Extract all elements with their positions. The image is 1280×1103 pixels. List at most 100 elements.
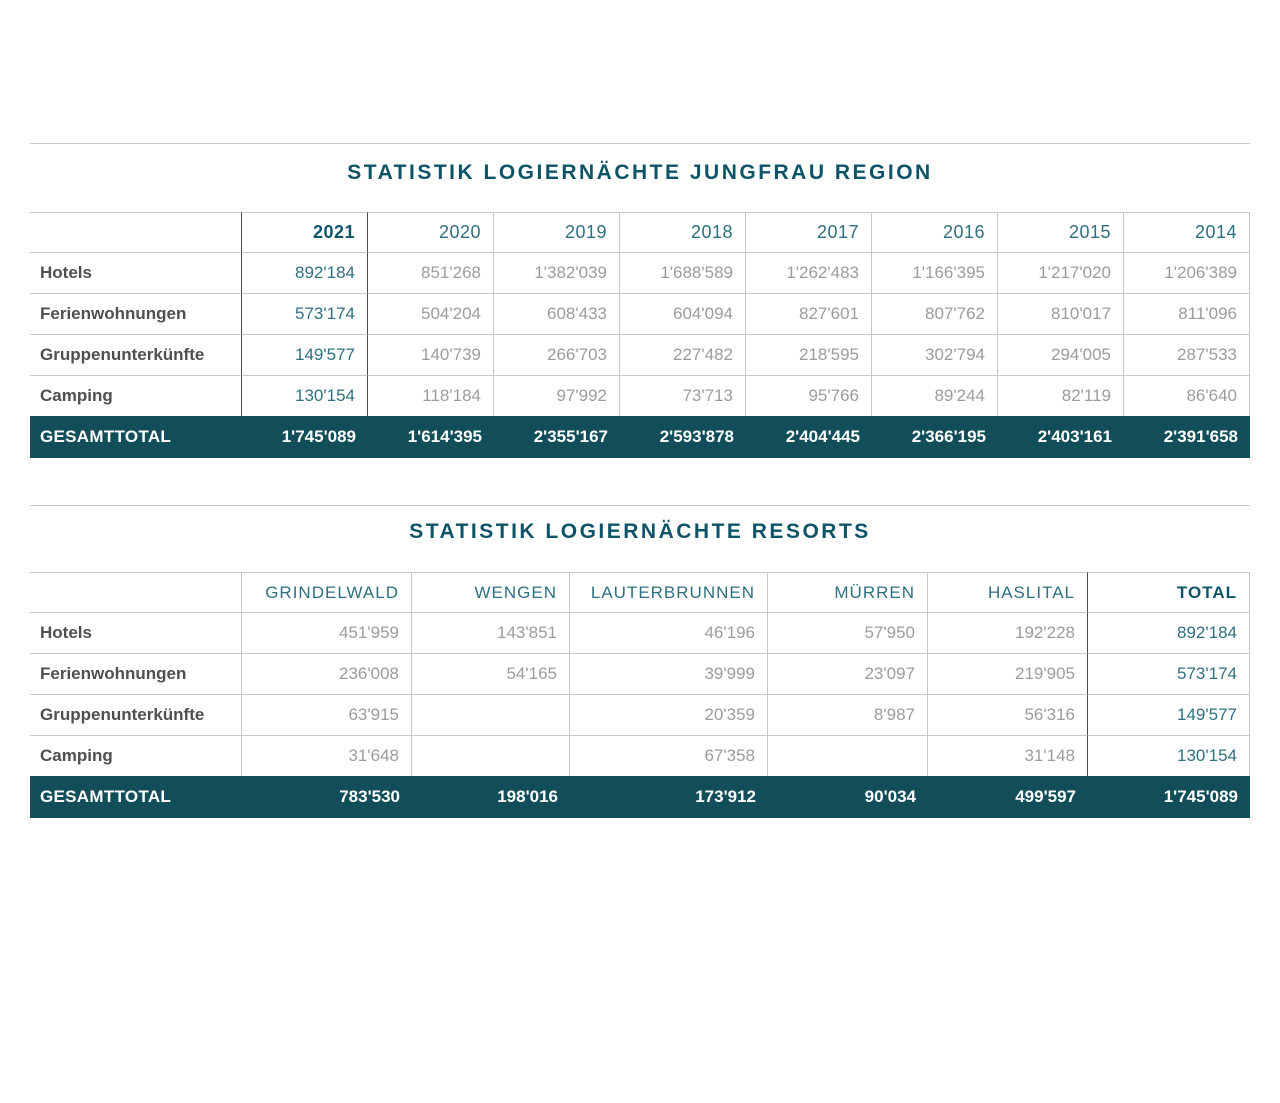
table-row-ferienwohnungen: Ferienwohnungen 236'008 54'165 39'999 23…: [30, 653, 1250, 694]
value-cell: 97'992: [494, 375, 620, 416]
jungfrau-region-table-title: STATISTIK LOGIERNÄCHTE JUNGFRAU REGION: [347, 161, 933, 184]
value-cell: 851'268: [368, 252, 494, 293]
value-cell: 82'119: [998, 375, 1124, 416]
value-cell: 63'915: [242, 694, 412, 735]
value-cell: 192'228: [928, 612, 1088, 653]
value-cell: 73'713: [620, 375, 746, 416]
value-cell: 130'154: [1088, 735, 1250, 776]
value-cell: 46'196: [570, 612, 768, 653]
resorts-table-title: STATISTIK LOGIERNÄCHTE RESORTS: [409, 520, 871, 543]
value-cell: 1'382'039: [494, 252, 620, 293]
resort-header-row: GRINDELWALD WENGEN LAUTERBRUNNEN MÜRREN …: [30, 572, 1250, 612]
value-cell: 573'174: [1088, 653, 1250, 694]
value-cell: 604'094: [620, 293, 746, 334]
row-label: Hotels: [30, 252, 242, 293]
value-cell: 294'005: [998, 334, 1124, 375]
table-row-ferienwohnungen: Ferienwohnungen 573'174 504'204 608'433 …: [30, 293, 1250, 334]
separator-line-top: [30, 143, 1250, 144]
value-cell: 227'482: [620, 334, 746, 375]
total-cell: 2'403'161: [998, 416, 1124, 458]
total-cell: 173'912: [570, 776, 768, 818]
value-cell: 811'096: [1124, 293, 1250, 334]
separator-line-middle: [30, 505, 1250, 506]
value-cell: [412, 694, 570, 735]
total-cell: 2'391'658: [1124, 416, 1250, 458]
table-row-gruppenunterkuenfte: Gruppenunterkünfte 149'577 140'739 266'7…: [30, 334, 1250, 375]
jungfrau-region-table: 2021 2020 2019 2018 2017 2016 2015 2014 …: [30, 212, 1250, 458]
value-cell: 573'174: [242, 293, 368, 334]
row-label: Camping: [30, 375, 242, 416]
value-cell: 827'601: [746, 293, 872, 334]
table-row-camping: Camping 31'648 67'358 31'148 130'154: [30, 735, 1250, 776]
row-label: Camping: [30, 735, 242, 776]
value-cell: 807'762: [872, 293, 998, 334]
value-cell: 1'217'020: [998, 252, 1124, 293]
resort-header-lauterbrunnen: LAUTERBRUNNEN: [570, 572, 768, 612]
value-cell: 810'017: [998, 293, 1124, 334]
statistics-page: STATISTIK LOGIERNÄCHTE JUNGFRAU REGION 2…: [30, 143, 1250, 818]
grand-total-row: GESAMTTOTAL 783'530 198'016 173'912 90'0…: [30, 776, 1250, 818]
value-cell: [412, 735, 570, 776]
year-header-2019: 2019: [494, 212, 620, 252]
year-header-2018: 2018: [620, 212, 746, 252]
value-cell: 31'148: [928, 735, 1088, 776]
value-cell: 8'987: [768, 694, 928, 735]
resort-header-muerren: MÜRREN: [768, 572, 928, 612]
grand-total-label: GESAMTTOTAL: [30, 416, 242, 458]
year-header-2015: 2015: [998, 212, 1124, 252]
table-row-gruppenunterkuenfte: Gruppenunterkünfte 63'915 20'359 8'987 5…: [30, 694, 1250, 735]
resort-header-wengen: WENGEN: [412, 572, 570, 612]
total-cell: 1'614'395: [368, 416, 494, 458]
year-header-2020: 2020: [368, 212, 494, 252]
value-cell: 302'794: [872, 334, 998, 375]
total-cell: 1'745'089: [1088, 776, 1250, 818]
value-cell: 54'165: [412, 653, 570, 694]
value-cell: 236'008: [242, 653, 412, 694]
total-cell: 2'404'445: [746, 416, 872, 458]
total-cell: 198'016: [412, 776, 570, 818]
year-header-2017: 2017: [746, 212, 872, 252]
value-cell: 130'154: [242, 375, 368, 416]
table-row-hotels: Hotels 892'184 851'268 1'382'039 1'688'5…: [30, 252, 1250, 293]
total-cell: 2'593'878: [620, 416, 746, 458]
empty-corner-cell: [30, 572, 242, 612]
row-label: Ferienwohnungen: [30, 293, 242, 334]
value-cell: 451'959: [242, 612, 412, 653]
resorts-table: GRINDELWALD WENGEN LAUTERBRUNNEN MÜRREN …: [30, 572, 1250, 818]
value-cell: 67'358: [570, 735, 768, 776]
value-cell: 57'950: [768, 612, 928, 653]
value-cell: 89'244: [872, 375, 998, 416]
value-cell: 1'262'483: [746, 252, 872, 293]
row-label: Hotels: [30, 612, 242, 653]
value-cell: 39'999: [570, 653, 768, 694]
value-cell: 1'166'395: [872, 252, 998, 293]
value-cell: 86'640: [1124, 375, 1250, 416]
row-label: Ferienwohnungen: [30, 653, 242, 694]
total-cell: 1'745'089: [242, 416, 368, 458]
value-cell: 149'577: [242, 334, 368, 375]
value-cell: 1'206'389: [1124, 252, 1250, 293]
total-cell: 90'034: [768, 776, 928, 818]
grand-total-row: GESAMTTOTAL 1'745'089 1'614'395 2'355'16…: [30, 416, 1250, 458]
year-header-2021: 2021: [242, 212, 368, 252]
value-cell: 118'184: [368, 375, 494, 416]
table-row-camping: Camping 130'154 118'184 97'992 73'713 95…: [30, 375, 1250, 416]
grand-total-label: GESAMTTOTAL: [30, 776, 242, 818]
year-header-2016: 2016: [872, 212, 998, 252]
total-cell: 499'597: [928, 776, 1088, 818]
empty-corner-cell: [30, 212, 242, 252]
value-cell: 608'433: [494, 293, 620, 334]
value-cell: 143'851: [412, 612, 570, 653]
value-cell: 219'905: [928, 653, 1088, 694]
resort-header-haslital: HASLITAL: [928, 572, 1088, 612]
value-cell: 892'184: [242, 252, 368, 293]
value-cell: 140'739: [368, 334, 494, 375]
resort-header-grindelwald: GRINDELWALD: [242, 572, 412, 612]
value-cell: 95'766: [746, 375, 872, 416]
value-cell: 56'316: [928, 694, 1088, 735]
value-cell: [768, 735, 928, 776]
value-cell: 1'688'589: [620, 252, 746, 293]
total-cell: 783'530: [242, 776, 412, 818]
value-cell: 218'595: [746, 334, 872, 375]
value-cell: 20'359: [570, 694, 768, 735]
